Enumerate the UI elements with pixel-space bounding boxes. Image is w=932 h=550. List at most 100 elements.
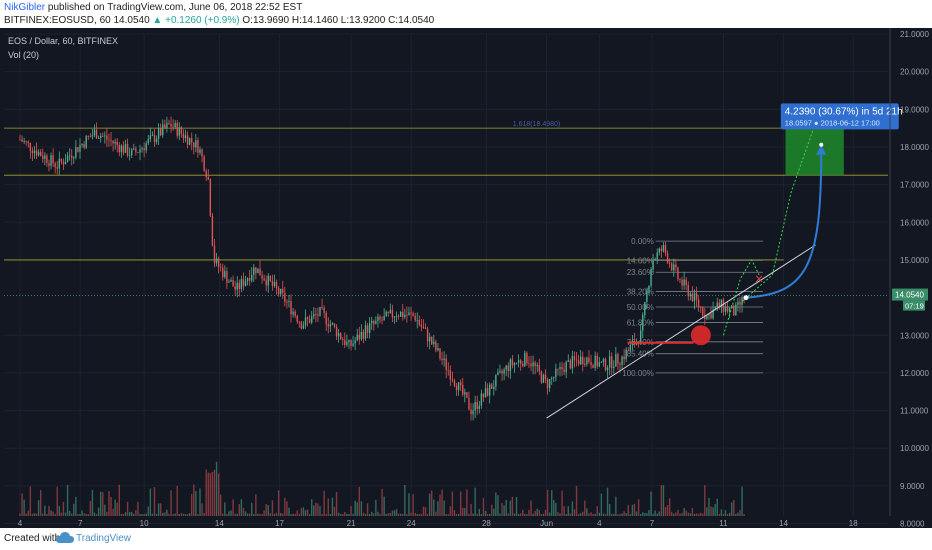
candle-body: [87, 136, 89, 138]
volume-bar: [321, 513, 323, 516]
candle-body: [116, 141, 118, 146]
volume-bar: [397, 513, 400, 516]
support-trendline: [546, 244, 816, 419]
volume-bar: [623, 511, 625, 516]
candle-body: [646, 291, 648, 302]
candle-body: [263, 278, 265, 281]
volume-bar: [269, 512, 272, 516]
candle-body: [623, 356, 625, 360]
volume-bar: [120, 513, 123, 516]
volume-bar: [524, 513, 526, 516]
y-tick-label: 20.0000: [900, 68, 929, 77]
candle-body: [397, 316, 400, 317]
volume-bar: [226, 513, 228, 516]
candle-body: [472, 410, 474, 415]
candle-body: [368, 323, 371, 333]
candle-body: [737, 301, 739, 305]
candle-body: [141, 148, 143, 150]
candle-body: [625, 349, 627, 360]
volume-bar: [162, 512, 164, 516]
volume-bar: [631, 504, 634, 516]
candle-body: [540, 371, 543, 383]
candle-body: [482, 393, 485, 398]
candle-body: [89, 136, 92, 138]
volume-bar: [455, 513, 458, 516]
candle-body: [79, 145, 81, 152]
volume-bar: [404, 485, 406, 516]
candle-body: [584, 364, 586, 365]
volume-bar: [685, 510, 687, 516]
volume-bar: [151, 513, 154, 516]
candle-body: [232, 280, 234, 287]
volume-bar: [737, 512, 739, 516]
volume-bar: [470, 503, 472, 516]
volume-bar: [377, 511, 379, 516]
x-tick-label: Jun: [540, 519, 553, 528]
candle-body: [546, 379, 549, 389]
volume-bar: [608, 503, 611, 516]
candle-body: [668, 262, 671, 264]
volume-bar: [412, 493, 414, 516]
volume-bar: [486, 513, 489, 516]
volume-bar: [439, 494, 441, 516]
volume-bar: [319, 506, 321, 516]
projection-curve: [745, 152, 823, 299]
volume-bar: [410, 512, 412, 516]
volume-bar: [205, 469, 207, 516]
volume-bar: [257, 513, 259, 516]
candle-body: [226, 271, 228, 283]
candle-body: [159, 128, 162, 136]
candle-body: [149, 135, 152, 140]
volume-bar: [373, 513, 375, 516]
candle-body: [652, 259, 654, 270]
volume-bar: [85, 514, 87, 516]
tradingview-brand-link[interactable]: TradingView: [76, 533, 132, 544]
volume-bar: [114, 499, 116, 516]
publish-header: NikGibler published on TradingView.com, …: [0, 0, 932, 28]
candle-body: [29, 142, 32, 151]
volume-bar: [296, 510, 298, 516]
volume-bar: [155, 513, 158, 516]
volume-bar: [639, 513, 642, 516]
x-tick-label: 11: [719, 519, 728, 528]
candle-body: [404, 314, 406, 317]
price-chart[interactable]: 1.618(18.4980) 0.00% 14.60% 23.60% 38.20% 50…: [0, 28, 932, 528]
volume-bar: [112, 508, 114, 516]
volume-bar: [519, 513, 522, 516]
candle-body: [60, 158, 63, 162]
candle-body: [716, 302, 718, 308]
candle-body: [495, 375, 497, 387]
change-value: ▲ +0.1260 (+0.9%): [152, 15, 240, 26]
candle-body: [650, 269, 652, 286]
volume-bar: [443, 500, 445, 516]
volume-bar: [21, 493, 23, 516]
candle-body: [708, 313, 710, 316]
volume-bar: [242, 507, 245, 516]
candle-body: [362, 331, 365, 339]
y-tick-label: 21.0000: [900, 30, 929, 39]
volume-bar: [116, 502, 118, 516]
grid-lines: [4, 33, 888, 525]
candle-body: [561, 366, 563, 370]
volume-bar: [517, 513, 520, 516]
candle-body: [693, 293, 696, 302]
volume-bar: [466, 489, 468, 516]
volume-bar: [261, 513, 263, 516]
volume-bar: [306, 509, 309, 516]
candle-body: [509, 359, 512, 372]
author-link[interactable]: NikGibler: [4, 2, 46, 13]
candle-body: [575, 359, 578, 361]
candle-body: [143, 148, 145, 151]
candle-body: [277, 288, 280, 295]
candle-body: [433, 341, 435, 345]
candle-body: [339, 333, 342, 340]
fib-level-label: 50.00%: [627, 303, 654, 312]
candle-body: [52, 155, 54, 164]
volume-bar: [536, 508, 538, 516]
candle-body: [619, 363, 621, 365]
volume-bar: [81, 510, 83, 516]
volume-bar: [573, 509, 576, 516]
candle-body: [327, 324, 329, 327]
candle-body: [706, 315, 708, 319]
candle-body: [685, 279, 687, 286]
